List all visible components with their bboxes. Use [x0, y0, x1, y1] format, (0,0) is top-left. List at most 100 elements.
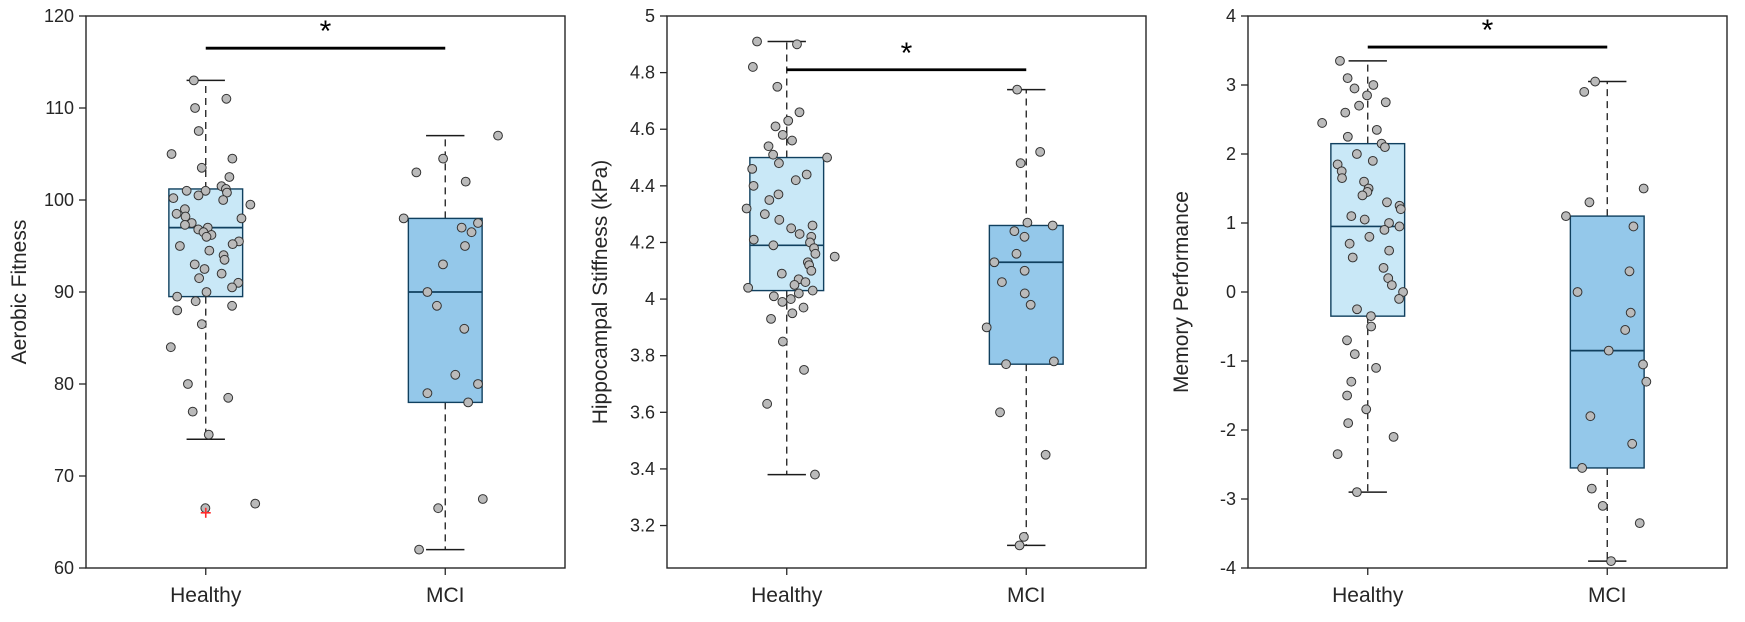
data-point	[1388, 432, 1399, 442]
data-point	[201, 231, 212, 242]
y-tick-label: 4.4	[630, 176, 655, 196]
data-point	[766, 313, 776, 324]
data-point	[1641, 376, 1652, 387]
data-point	[183, 379, 193, 389]
data-point	[193, 126, 204, 136]
data-point	[1634, 518, 1645, 529]
boxplot-aerobic-fitness: 60 70 80 90 100 110 120 Aerobic Fitness Healthy M…	[8, 6, 566, 607]
data-point	[459, 323, 470, 334]
data-point	[1347, 252, 1358, 263]
data-point	[1047, 220, 1058, 231]
data-point	[221, 93, 232, 104]
x-category-label: Healthy	[1332, 584, 1404, 607]
data-point	[1561, 211, 1571, 222]
data-point	[433, 503, 444, 514]
data-point	[772, 81, 783, 92]
data-point	[172, 291, 183, 302]
data-point	[787, 308, 798, 319]
data-point	[1354, 100, 1364, 111]
data-point	[203, 429, 214, 440]
data-point	[460, 176, 471, 187]
data-point	[1346, 211, 1357, 222]
y-tick-label: 4	[1226, 6, 1236, 26]
data-point	[1009, 226, 1020, 237]
data-point	[748, 234, 759, 245]
data-point	[1025, 299, 1036, 310]
data-point	[189, 259, 200, 270]
y-axis-label: Hippocampal Stiffness (kPa)	[589, 160, 612, 425]
data-point	[1349, 83, 1360, 94]
data-point	[1357, 190, 1368, 201]
data-point	[1035, 146, 1046, 157]
data-point	[1019, 265, 1030, 276]
data-point	[460, 241, 470, 251]
data-point	[1335, 55, 1345, 66]
data-point	[236, 213, 247, 224]
data-point	[1584, 197, 1595, 208]
data-point	[166, 149, 177, 159]
data-point	[473, 379, 483, 389]
data-point	[1351, 149, 1362, 159]
data-point	[1371, 363, 1381, 373]
data-point	[776, 268, 787, 279]
data-point	[1019, 231, 1030, 242]
y-tick-label: 100	[44, 190, 74, 210]
x-category-label: Healthy	[170, 584, 242, 607]
data-point	[829, 251, 840, 262]
data-point	[1014, 540, 1025, 551]
y-tick-label: 2	[1226, 144, 1236, 164]
data-point	[1366, 311, 1376, 322]
data-point	[199, 264, 210, 274]
data-point	[785, 294, 796, 304]
box-mci	[1569, 215, 1645, 469]
y-tick-label: 4.8	[630, 63, 655, 83]
data-point	[1343, 418, 1354, 429]
data-point	[1638, 183, 1649, 194]
data-point	[245, 199, 256, 210]
y-tick-label: 3	[1226, 75, 1236, 95]
data-point	[787, 135, 797, 146]
data-point	[216, 268, 227, 279]
data-point	[801, 169, 812, 180]
data-point	[398, 213, 409, 224]
data-point	[1368, 80, 1379, 90]
data-point	[194, 273, 205, 284]
data-point	[411, 167, 422, 178]
data-point	[790, 175, 801, 186]
data-point	[1015, 158, 1026, 169]
data-point	[1394, 294, 1404, 304]
data-point	[172, 305, 183, 316]
data-point	[774, 214, 785, 225]
data-point	[1628, 221, 1639, 232]
panel-memory-performance: -4 -3 -2 -1 0 1 2 3 4 Memory Performance Healthy MC…	[1162, 0, 1743, 622]
data-point	[1352, 487, 1362, 498]
data-point	[1001, 359, 1011, 370]
data-point	[1577, 463, 1588, 473]
y-tick-label: 3.2	[630, 516, 655, 536]
data-point	[1342, 131, 1353, 142]
data-point	[1379, 225, 1390, 235]
data-point	[768, 149, 779, 160]
data-point	[995, 407, 1005, 418]
data-point	[196, 162, 207, 173]
y-tick-label: 4	[645, 289, 655, 309]
data-point	[422, 287, 433, 297]
data-point	[1346, 376, 1357, 387]
data-point	[773, 189, 784, 200]
data-point	[1395, 204, 1406, 215]
data-point	[981, 322, 992, 333]
data-point	[223, 392, 234, 403]
data-point	[181, 185, 192, 196]
data-point	[764, 195, 775, 205]
x-category-label: Healthy	[751, 584, 823, 607]
data-point	[227, 300, 237, 311]
significance-star: *	[320, 15, 332, 48]
data-point	[1371, 124, 1382, 135]
data-point	[165, 342, 176, 353]
y-tick-label: 4.2	[630, 232, 655, 252]
data-point	[1359, 176, 1369, 187]
data-point	[1627, 438, 1638, 449]
data-point	[466, 227, 477, 238]
data-point	[227, 153, 238, 164]
data-point	[762, 398, 773, 409]
